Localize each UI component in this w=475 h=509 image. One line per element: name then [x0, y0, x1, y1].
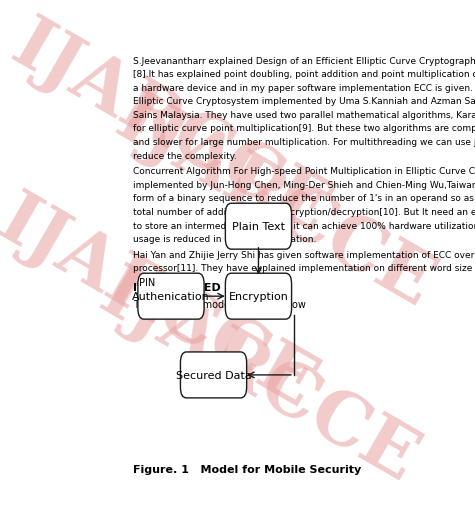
Text: form of a binary sequence to reduce the number of 1's in an operand so as to dec: form of a binary sequence to reduce the … — [133, 194, 475, 203]
FancyBboxPatch shape — [225, 274, 292, 320]
Text: Secured Data: Secured Data — [176, 370, 251, 380]
Text: processor[11]. They have explained implementation on different word size process: processor[11]. They have explained imple… — [133, 264, 475, 273]
Text: implemented by Jun-Hong Chen, Ming-Der Shieh and Chien-Ming Wu,Taiwan employed t: implemented by Jun-Hong Chen, Ming-Der S… — [133, 181, 475, 189]
Text: a hardware device and in my paper software implementation ECC is given. Multithr: a hardware device and in my paper softwa… — [133, 83, 475, 93]
Text: Concurrent Algorithm For High-speed Point Multiplication in Elliptic Curve Crypt: Concurrent Algorithm For High-speed Poin… — [133, 167, 475, 176]
Text: S.Jeevanantharr explained Design of an Efficient Elliptic Curve Cryptography Cop: S.Jeevanantharr explained Design of an E… — [133, 56, 475, 66]
Text: IJARCCE: IJARCCE — [0, 184, 328, 422]
FancyBboxPatch shape — [225, 204, 292, 249]
Text: reduce the complexity.: reduce the complexity. — [133, 151, 237, 160]
FancyBboxPatch shape — [138, 274, 204, 320]
Text: Authenication: Authenication — [132, 292, 210, 302]
Text: IV. PROPOSED METHOD: IV. PROPOSED METHOD — [133, 282, 279, 293]
Text: for elliptic curve point multiplication[9]. But these two algorithms are complex: for elliptic curve point multiplication[… — [133, 124, 475, 133]
FancyBboxPatch shape — [180, 352, 247, 398]
Text: [8].It has explained point doubling, point addition and point multiplication ope: [8].It has explained point doubling, poi… — [133, 70, 475, 79]
Text: IJARCCE: IJARCCE — [104, 83, 446, 322]
Text: Elliptic Curve Cryptosystem implemented by Uma S.Kanniah and Azman Samsudin from: Elliptic Curve Cryptosystem implemented … — [133, 97, 475, 106]
Text: total number of addition in ECC encryption/decryption[10]. But It need an extra : total number of addition in ECC encrypti… — [133, 208, 475, 216]
Text: IJARCCE: IJARCCE — [87, 258, 430, 496]
Text: PIN: PIN — [139, 277, 155, 287]
Text: and slower for large number multiplication. For multithreading we can use java t: and slower for large number multiplicati… — [133, 138, 475, 147]
Text: Hai Yan and Zhijie Jerry Shi has given software implementation of ECC over 8-bit: Hai Yan and Zhijie Jerry Shi has given s… — [133, 250, 475, 259]
Text: The proposed model is given below: The proposed model is given below — [133, 299, 306, 309]
Text: to store an intermediate point, but it can achieve 100% hardware utilization. Me: to store an intermediate point, but it c… — [133, 221, 475, 230]
Text: IJARCCE: IJARCCE — [0, 10, 342, 247]
Text: Plain Text: Plain Text — [232, 222, 285, 232]
Text: Encryption: Encryption — [228, 292, 288, 302]
Text: Sains Malaysia. They have used two parallel mathematical algorithms, Karatsuba a: Sains Malaysia. They have used two paral… — [133, 110, 475, 120]
Text: Figure. 1   Model for Mobile Security: Figure. 1 Model for Mobile Security — [133, 464, 361, 474]
Text: usage is reduced in my implementation.: usage is reduced in my implementation. — [133, 235, 316, 244]
